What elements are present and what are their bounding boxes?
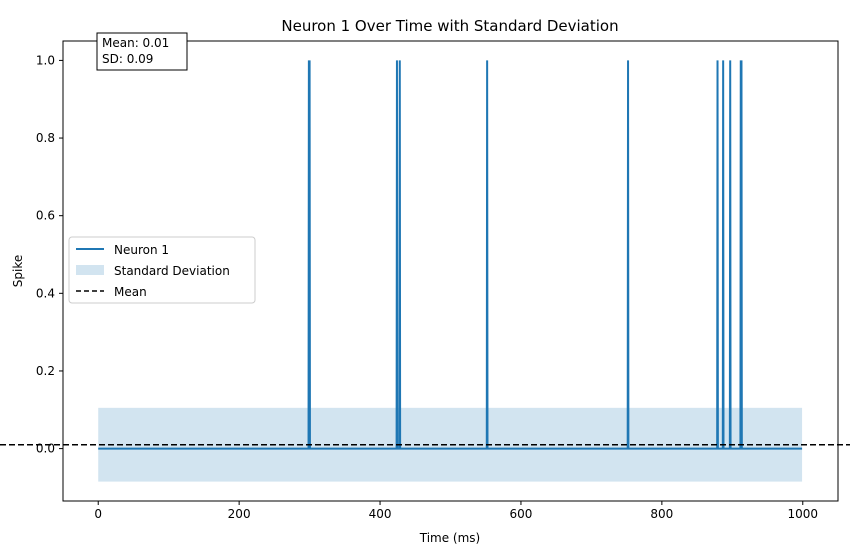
y-tick-label: 0.6 bbox=[36, 209, 55, 223]
x-tick-label: 0 bbox=[94, 507, 102, 521]
stats-annotation-box bbox=[96, 32, 188, 71]
stats-annotation: Mean: 0.01 SD: 0.09 bbox=[96, 32, 188, 71]
y-axis: 0.0 0.2 0.4 0.6 0.8 1.0 bbox=[36, 53, 63, 456]
x-axis-label: Time (ms) bbox=[419, 531, 481, 545]
legend: Neuron 1 Standard Deviation Mean bbox=[68, 236, 256, 304]
stats-sd-text: SD: 0.09 bbox=[102, 52, 153, 66]
y-tick-label: 0.2 bbox=[36, 364, 55, 378]
legend-std-label: Standard Deviation bbox=[114, 264, 230, 278]
stats-mean-text: Mean: 0.01 bbox=[102, 36, 169, 50]
neuron-1-line bbox=[98, 60, 803, 450]
x-tick-label: 600 bbox=[510, 507, 533, 521]
x-tick-label: 200 bbox=[228, 507, 251, 521]
y-tick-label: 0.4 bbox=[36, 286, 55, 300]
x-tick-label: 400 bbox=[369, 507, 392, 521]
plot-area bbox=[0, 40, 850, 502]
x-axis: 0 200 400 600 800 1000 bbox=[94, 501, 818, 521]
x-tick-label: 800 bbox=[650, 507, 673, 521]
y-tick-label: 1.0 bbox=[36, 53, 55, 67]
legend-neuron-label: Neuron 1 bbox=[114, 243, 169, 257]
legend-std-swatch bbox=[76, 265, 104, 275]
y-tick-label: 0.8 bbox=[36, 131, 55, 145]
plot-frame bbox=[62, 40, 839, 502]
x-tick-label: 1000 bbox=[787, 507, 818, 521]
chart-title: Neuron 1 Over Time with Standard Deviati… bbox=[281, 17, 618, 35]
y-tick-label: 0.0 bbox=[36, 442, 55, 456]
legend-frame bbox=[68, 236, 256, 304]
legend-mean-label: Mean bbox=[114, 285, 147, 299]
y-axis-label: Spike bbox=[11, 255, 25, 287]
